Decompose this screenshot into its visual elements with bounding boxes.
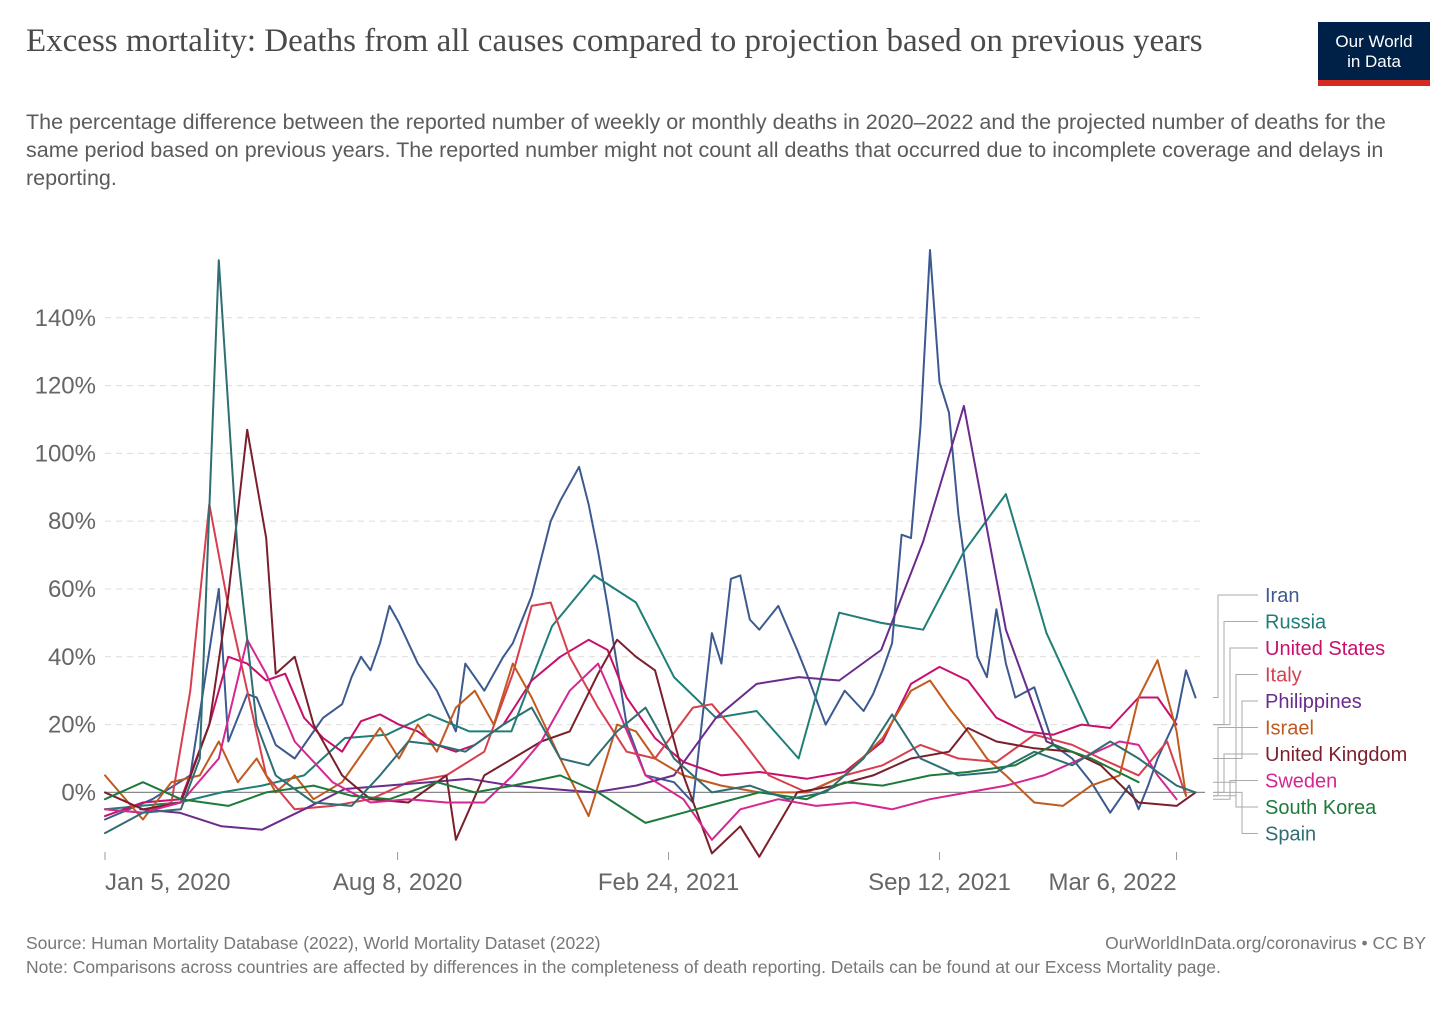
y-tick-label: 0%	[61, 779, 96, 806]
y-tick-label: 120%	[35, 373, 96, 400]
legend-label: South Korea	[1265, 797, 1377, 819]
series-line-israel	[104, 659, 1187, 821]
legend-connector	[1213, 780, 1258, 800]
legend-label: Spain	[1265, 824, 1316, 846]
series-line-united-states	[104, 638, 1178, 818]
x-tick-label: Sep 12, 2021	[868, 869, 1011, 896]
x-tick-label: Feb 24, 2021	[598, 869, 739, 896]
legend-connector	[1213, 647, 1258, 726]
series-line-philippines	[139, 404, 1090, 831]
series-line-south-korea	[104, 743, 1140, 824]
y-tick-label: 60%	[48, 576, 96, 603]
x-tick-label: Jan 5, 2020	[105, 869, 230, 896]
legend-label: United States	[1265, 638, 1385, 660]
x-tick-label: Mar 6, 2022	[1048, 869, 1176, 896]
series-line-sweden	[104, 638, 1178, 841]
legend-label: Iran	[1265, 585, 1299, 607]
y-tick-label: 140%	[35, 305, 96, 332]
y-tick-label: 40%	[48, 644, 96, 671]
y-tick-label: 80%	[48, 508, 96, 535]
legend-connector	[1213, 700, 1258, 759]
note-text: Note: Comparisons across countries are a…	[26, 957, 1221, 977]
legend-connector	[1213, 674, 1258, 797]
legend-connector	[1213, 781, 1258, 808]
legend-label: United Kingdom	[1265, 744, 1407, 766]
chart-title: Excess mortality: Deaths from all causes…	[26, 23, 1203, 59]
brand-link[interactable]: OurWorldInData.org/coronavirus • CC BY	[1105, 933, 1426, 953]
logo-line-2: in Data	[1347, 52, 1401, 71]
y-tick-label: 100%	[35, 440, 96, 467]
chart-subtitle: The percentage difference between the re…	[26, 110, 1386, 190]
source-text: Source: Human Mortality Database (2022),…	[26, 933, 601, 953]
legend-label: Sweden	[1265, 771, 1337, 793]
series-line-spain	[104, 259, 1197, 835]
series-line-iran	[104, 249, 1197, 821]
legend-label: Philippines	[1265, 691, 1362, 713]
series-line-italy	[104, 503, 1187, 814]
logo-line-1: Our World	[1335, 32, 1413, 51]
legend-connector	[1213, 727, 1258, 797]
legend-connector	[1213, 594, 1258, 698]
legend-label: Italy	[1265, 665, 1302, 687]
x-tick-label: Aug 8, 2020	[333, 869, 462, 896]
legend-label: Russia	[1265, 612, 1327, 634]
series-line-russia	[104, 493, 1090, 811]
y-tick-label: 20%	[48, 712, 96, 739]
series-line-united-kingdom	[104, 428, 1197, 858]
legend-label: Israel	[1265, 718, 1314, 740]
legend-connector	[1213, 791, 1258, 834]
owid-logo[interactable]: Our World in Data	[1318, 22, 1430, 86]
